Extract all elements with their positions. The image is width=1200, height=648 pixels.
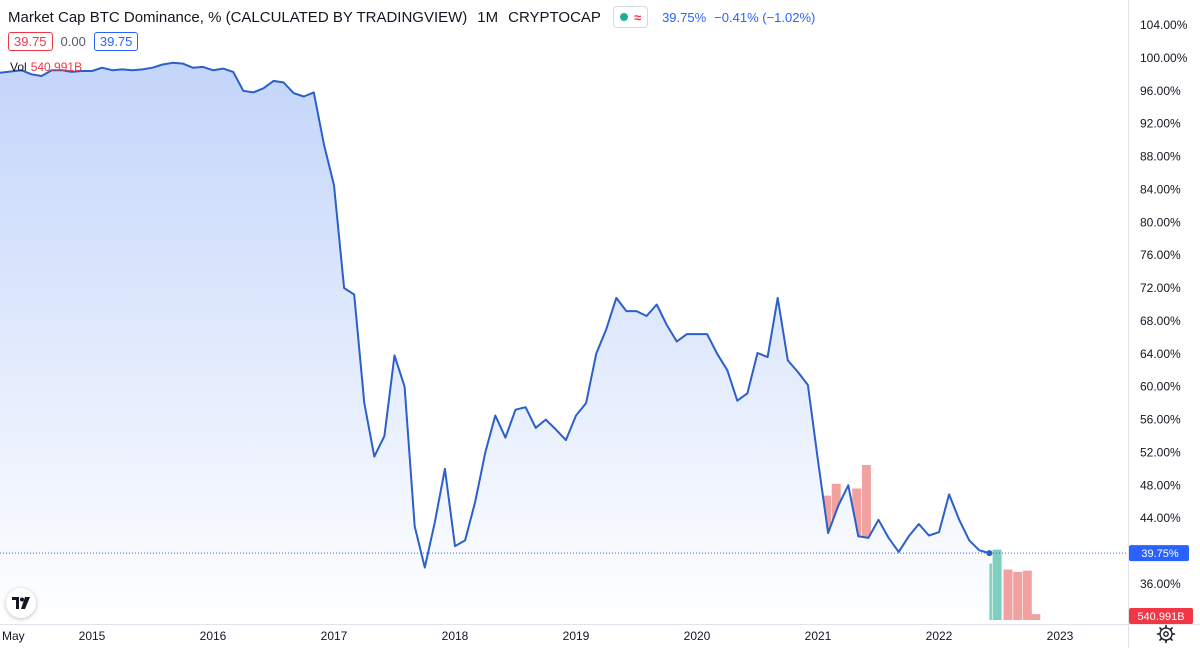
approx-wave-icon: ≈ [633, 9, 642, 25]
x-tick-label: 2016 [200, 629, 227, 643]
time-axis[interactable]: May 2015 2016 2017 2018 2019 2020 2021 2022 2023 [2, 629, 1074, 643]
mid-value: 0.00 [60, 34, 86, 49]
chart-header: Market Cap BTC Dominance, % (CALCULATED … [8, 6, 816, 28]
y-tick-label: 64.00% [1140, 347, 1181, 361]
x-tick-label: 2020 [684, 629, 711, 643]
x-tick-label: 2015 [79, 629, 106, 643]
exchange-label[interactable]: CRYPTOCAP [508, 8, 601, 26]
x-tick-label: 2023 [1047, 629, 1074, 643]
y-tick-label: 36.00% [1140, 577, 1181, 591]
close-value: 39.75 [93, 32, 139, 51]
y-tick-label: 52.00% [1140, 445, 1181, 459]
last-value: 39.75% [662, 9, 707, 25]
y-tick-label: 68.00% [1140, 314, 1181, 328]
dominance-area-fill [0, 62, 990, 625]
tradingview-logo-icon[interactable] [6, 588, 36, 618]
volume-badge-text: 540.991B [1137, 611, 1184, 623]
y-tick-label: 60.00% [1140, 380, 1181, 394]
x-tick-label: 2021 [805, 629, 832, 643]
last-price-badge-background [1129, 545, 1189, 562]
timeframe-label[interactable]: 1M [477, 8, 499, 26]
volume-badge: 540.991B [1129, 608, 1193, 624]
volume-label: Vol [10, 60, 27, 74]
volume-bar [1013, 571, 1023, 620]
value-legend: 39.75 0.00 39.75 [8, 31, 139, 52]
last-price-badge-text: 39.75% [1141, 548, 1179, 560]
x-tick-label: 2019 [563, 629, 590, 643]
last-point-marker [986, 550, 993, 557]
y-tick-label: 80.00% [1140, 215, 1181, 229]
y-tick-label: 84.00% [1140, 182, 1181, 196]
volume-legend: Vol 540.991B [10, 60, 82, 74]
x-tick-label: 2018 [442, 629, 469, 643]
volume-value: 540.991B [30, 60, 83, 74]
x-tick-label: 2022 [926, 629, 953, 643]
x-tick-label: 2017 [321, 629, 348, 643]
y-tick-label: 48.00% [1140, 478, 1181, 492]
y-tick-label: 88.00% [1140, 150, 1181, 164]
volume-bar [1031, 614, 1041, 620]
open-value: 39.75 [8, 32, 53, 51]
volume-bar [992, 549, 1002, 620]
green-dot-icon [619, 13, 628, 21]
volume-bar [1003, 569, 1013, 620]
change-value: −0.41% (−1.02%) [714, 9, 816, 25]
y-tick-label: 76.00% [1140, 248, 1181, 262]
symbol-title[interactable]: Market Cap BTC Dominance, % (CALCULATED … [8, 8, 468, 26]
y-tick-label: 56.00% [1140, 413, 1181, 427]
y-tick-label: 92.00% [1140, 117, 1181, 131]
last-price-badge: 39.75% [1129, 545, 1189, 562]
settings-gear-icon[interactable] [1156, 624, 1176, 644]
y-tick-label: 72.00% [1140, 281, 1181, 295]
x-tick-label: May [2, 629, 25, 643]
market-status-pill[interactable]: ≈ [612, 6, 649, 28]
y-tick-label: 96.00% [1140, 84, 1181, 98]
tv-logo-mark-icon [12, 597, 30, 609]
volume-badge-background [1129, 608, 1193, 624]
price-axis[interactable]: 36.00%40.00%44.00%48.00%52.00%56.00%60.0… [1140, 18, 1188, 591]
y-tick-label: 44.00% [1140, 511, 1181, 525]
volume-bar [1022, 570, 1032, 620]
y-tick-label: 100.00% [1140, 51, 1188, 65]
dominance-series-line [0, 61, 990, 569]
y-tick-label: 104.00% [1140, 18, 1188, 32]
